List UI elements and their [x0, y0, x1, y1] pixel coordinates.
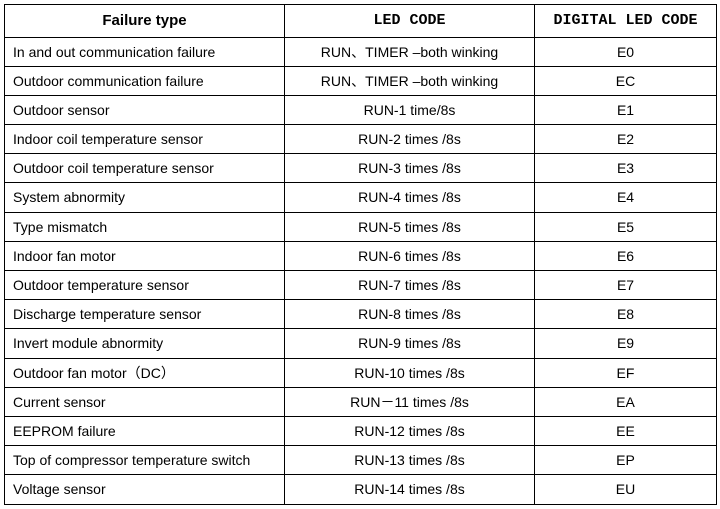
table-row: Current sensorRUN－11 times /8sEA — [5, 387, 717, 416]
cell-digital-led-code: E0 — [535, 37, 717, 66]
cell-led-code: RUN-10 times /8s — [285, 358, 535, 387]
cell-failure-type: Type mismatch — [5, 212, 285, 241]
cell-failure-type: Outdoor sensor — [5, 95, 285, 124]
header-failure-type: Failure type — [5, 5, 285, 38]
cell-failure-type: Discharge temperature sensor — [5, 300, 285, 329]
cell-failure-type: System abnormity — [5, 183, 285, 212]
cell-digital-led-code: EF — [535, 358, 717, 387]
table-row: Outdoor fan motor（DC）RUN-10 times /8sEF — [5, 358, 717, 387]
cell-failure-type: Top of compressor temperature switch — [5, 446, 285, 475]
cell-digital-led-code: E1 — [535, 95, 717, 124]
cell-led-code: RUN-9 times /8s — [285, 329, 535, 358]
error-code-table: Failure type LED CODE DIGITAL LED CODE I… — [4, 4, 717, 505]
cell-led-code: RUN、TIMER –both winking — [285, 66, 535, 95]
cell-failure-type: Outdoor communication failure — [5, 66, 285, 95]
cell-digital-led-code: E8 — [535, 300, 717, 329]
cell-failure-type: Invert module abnormity — [5, 329, 285, 358]
cell-failure-type: Outdoor coil temperature sensor — [5, 154, 285, 183]
cell-digital-led-code: E7 — [535, 271, 717, 300]
table-row: Indoor coil temperature sensorRUN-2 time… — [5, 125, 717, 154]
table-row: Outdoor temperature sensorRUN-7 times /8… — [5, 271, 717, 300]
cell-failure-type: EEPROM failure — [5, 416, 285, 445]
cell-digital-led-code: EA — [535, 387, 717, 416]
cell-digital-led-code: EP — [535, 446, 717, 475]
cell-failure-type: Indoor fan motor — [5, 241, 285, 270]
table-row: Outdoor communication failureRUN、TIMER –… — [5, 66, 717, 95]
cell-led-code: RUN-4 times /8s — [285, 183, 535, 212]
table-header-row: Failure type LED CODE DIGITAL LED CODE — [5, 5, 717, 38]
cell-digital-led-code: E9 — [535, 329, 717, 358]
cell-led-code: RUN-7 times /8s — [285, 271, 535, 300]
table-body: In and out communication failureRUN、TIME… — [5, 37, 717, 504]
cell-led-code: RUN、TIMER –both winking — [285, 37, 535, 66]
header-digital-led-code: DIGITAL LED CODE — [535, 5, 717, 38]
cell-digital-led-code: E3 — [535, 154, 717, 183]
cell-digital-led-code: EU — [535, 475, 717, 504]
cell-digital-led-code: E5 — [535, 212, 717, 241]
cell-failure-type: Outdoor temperature sensor — [5, 271, 285, 300]
cell-digital-led-code: E4 — [535, 183, 717, 212]
header-led-code: LED CODE — [285, 5, 535, 38]
cell-led-code: RUN-1 time/8s — [285, 95, 535, 124]
table-row: Discharge temperature sensorRUN-8 times … — [5, 300, 717, 329]
cell-digital-led-code: EC — [535, 66, 717, 95]
table-row: Invert module abnormityRUN-9 times /8sE9 — [5, 329, 717, 358]
cell-digital-led-code: E6 — [535, 241, 717, 270]
cell-led-code: RUN-6 times /8s — [285, 241, 535, 270]
cell-led-code: RUN-13 times /8s — [285, 446, 535, 475]
table-row: Outdoor sensorRUN-1 time/8sE1 — [5, 95, 717, 124]
cell-led-code: RUN-12 times /8s — [285, 416, 535, 445]
cell-failure-type: Indoor coil temperature sensor — [5, 125, 285, 154]
table-row: Type mismatchRUN-5 times /8sE5 — [5, 212, 717, 241]
cell-digital-led-code: EE — [535, 416, 717, 445]
table-row: System abnormityRUN-4 times /8sE4 — [5, 183, 717, 212]
cell-failure-type: In and out communication failure — [5, 37, 285, 66]
cell-led-code: RUN-8 times /8s — [285, 300, 535, 329]
cell-led-code: RUN-3 times /8s — [285, 154, 535, 183]
cell-led-code: RUN－11 times /8s — [285, 387, 535, 416]
table-row: Top of compressor temperature switchRUN-… — [5, 446, 717, 475]
cell-led-code: RUN-14 times /8s — [285, 475, 535, 504]
cell-digital-led-code: E2 — [535, 125, 717, 154]
table-row: Indoor fan motorRUN-6 times /8sE6 — [5, 241, 717, 270]
cell-led-code: RUN-2 times /8s — [285, 125, 535, 154]
cell-led-code: RUN-5 times /8s — [285, 212, 535, 241]
table-row: Outdoor coil temperature sensorRUN-3 tim… — [5, 154, 717, 183]
table-row: Voltage sensorRUN-14 times /8sEU — [5, 475, 717, 504]
cell-failure-type: Voltage sensor — [5, 475, 285, 504]
cell-failure-type: Current sensor — [5, 387, 285, 416]
table-row: In and out communication failureRUN、TIME… — [5, 37, 717, 66]
cell-failure-type: Outdoor fan motor（DC） — [5, 358, 285, 387]
table-row: EEPROM failureRUN-12 times /8sEE — [5, 416, 717, 445]
